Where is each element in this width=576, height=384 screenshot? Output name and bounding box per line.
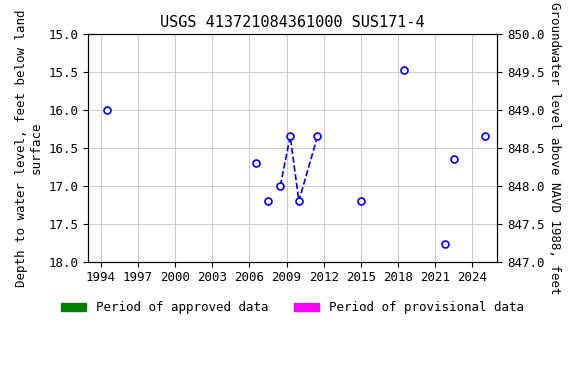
Bar — [429, 262, 435, 271]
Bar — [268, 262, 274, 271]
Legend: Period of approved data, Period of provisional data: Period of approved data, Period of provi… — [56, 296, 529, 319]
Title: USGS 413721084361000 SUS171-4: USGS 413721084361000 SUS171-4 — [160, 15, 425, 30]
Bar — [448, 262, 497, 271]
Bar — [410, 262, 423, 271]
Bar — [101, 262, 113, 271]
Bar — [361, 262, 367, 271]
Y-axis label: Groundwater level above NAVD 1988, feet: Groundwater level above NAVD 1988, feet — [548, 2, 561, 294]
Bar — [249, 262, 262, 271]
Bar — [281, 262, 324, 271]
Y-axis label: Depth to water level, feet below land
surface: Depth to water level, feet below land su… — [15, 9, 43, 286]
